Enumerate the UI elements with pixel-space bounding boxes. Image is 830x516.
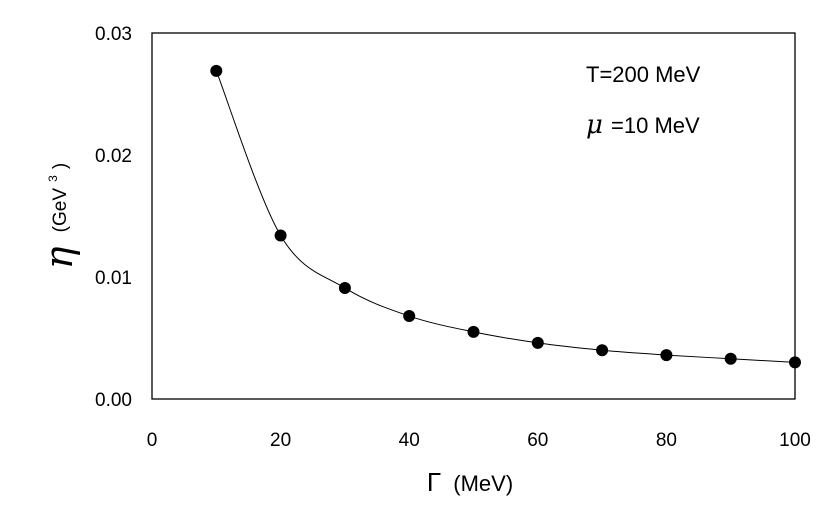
x-tick-labels: 0 20 40 60 80 100 — [147, 430, 811, 451]
x-tick-label: 60 — [527, 430, 548, 451]
plot-frame — [151, 32, 796, 400]
data-point — [789, 356, 801, 369]
x-tick-label: 80 — [656, 430, 677, 451]
x-tick-label: 100 — [779, 430, 811, 451]
data-point — [660, 349, 673, 362]
annotation-mu-value: =10 MeV — [611, 113, 700, 138]
y-axis-symbol: η — [37, 246, 81, 269]
x-axis-unit: (MeV) — [453, 471, 513, 496]
x-axis-label: Γ (MeV) — [427, 467, 513, 497]
y-tick-label: 0.00 — [95, 390, 132, 411]
x-tick-label: 0 — [147, 430, 158, 451]
y-axis-unit: (GeV — [50, 188, 71, 233]
x-tick-label: 20 — [270, 430, 291, 451]
y-tick-label: 0.03 — [95, 24, 132, 45]
annotation-temperature: T=200 MeV — [586, 62, 701, 87]
data-point — [467, 325, 480, 338]
x-tick-label: 40 — [399, 430, 420, 451]
data-point — [210, 64, 223, 77]
y-tick-label: 0.01 — [95, 268, 132, 289]
data-point — [531, 336, 544, 349]
y-axis-label: η (GeV 3 ) — [37, 163, 81, 270]
data-point — [724, 352, 737, 365]
y-axis-close: ) — [50, 163, 71, 169]
x-axis-symbol: Γ — [427, 467, 441, 497]
svg-text:η (GeV 3 ): η (GeV 3 ) — [37, 163, 81, 270]
data-point — [596, 344, 609, 357]
fit-curve — [215, 70, 796, 363]
data-point — [338, 281, 351, 294]
data-point — [403, 310, 416, 323]
annotation-mu: μ =10 MeV — [586, 110, 700, 140]
annotation-mu-symbol: μ — [586, 110, 603, 140]
data-point — [274, 229, 287, 242]
y-tick-labels: 0.00 0.01 0.02 0.03 — [95, 24, 132, 411]
data-points — [210, 64, 801, 369]
y-axis-exponent: 3 — [46, 175, 60, 182]
y-tick-label: 0.02 — [95, 146, 132, 167]
